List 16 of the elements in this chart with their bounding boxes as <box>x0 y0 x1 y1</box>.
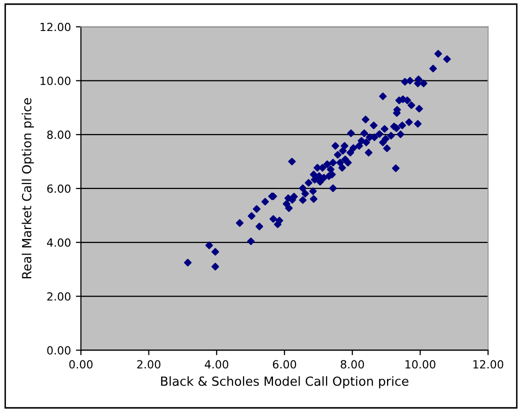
x-tick-label: 6.00 <box>272 360 296 369</box>
y-tick-label: 10.00 <box>40 76 70 86</box>
y-axis-title: Real Market Call Option price <box>22 98 34 278</box>
y-tick-label: 2.00 <box>47 292 70 301</box>
x-tick-label: 12.00 <box>473 360 504 369</box>
x-tick-label: 4.00 <box>204 360 228 369</box>
y-tick-label: 12.00 <box>40 22 70 32</box>
x-tick-label: 0.00 <box>69 360 93 369</box>
x-tick-label: 2.00 <box>137 360 160 369</box>
x-tick-label: 10.00 <box>406 360 436 369</box>
x-tick-label: 8.00 <box>340 360 364 369</box>
y-tick-label: 8.00 <box>47 130 70 139</box>
y-tick-label: 0.00 <box>47 346 70 355</box>
y-tick-label: 6.00 <box>47 184 70 193</box>
y-tick-label: 4.00 <box>46 238 70 247</box>
x-axis-title: Black & Scholes Model Call Option price <box>161 376 408 388</box>
